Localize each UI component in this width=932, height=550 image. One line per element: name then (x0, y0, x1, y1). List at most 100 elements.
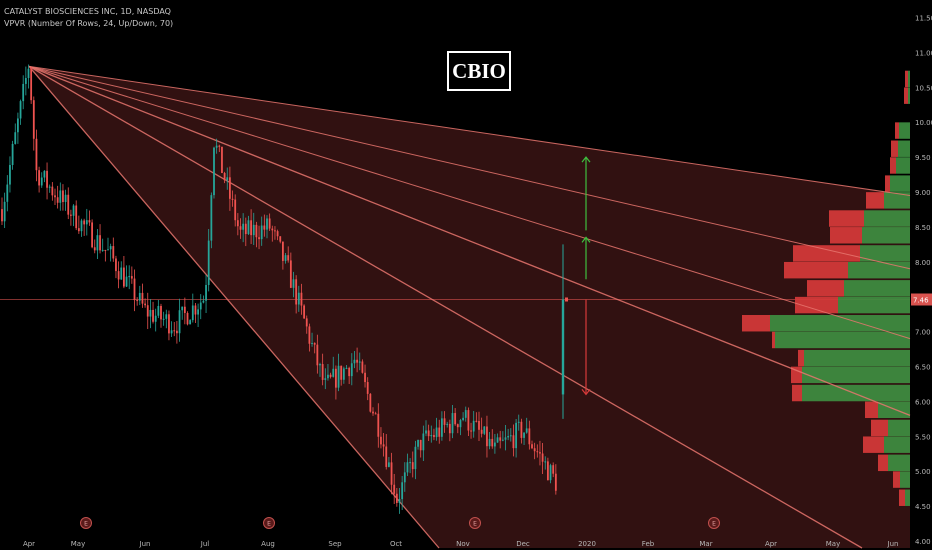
candle-body-53 (141, 292, 144, 304)
candle-body-176 (467, 410, 470, 431)
price-axis[interactable]: 4.004.505.005.506.006.507.007.508.008.50… (911, 14, 932, 546)
candle-body-195 (517, 421, 520, 423)
volume-profile-down-3 (863, 436, 884, 453)
fan-fill-layer (29, 66, 910, 549)
candle-body-77 (205, 284, 207, 301)
candle-body-157 (417, 439, 419, 447)
volume-profile-up-12 (844, 280, 910, 297)
candle-body-89 (236, 220, 239, 227)
y-tick-label-9: 8.50 (915, 224, 931, 232)
candle-body-143 (380, 436, 382, 445)
candle-body-68 (181, 306, 184, 311)
candle-body-8 (22, 83, 25, 102)
candle-body-201 (533, 448, 536, 452)
x-tick-label-13: May (826, 540, 840, 548)
candle-body-63 (168, 314, 170, 334)
candle-body-132 (350, 363, 353, 377)
volume-profile-up-3 (884, 436, 910, 453)
volume-profile-up-16 (864, 210, 910, 227)
candle-body-202 (536, 451, 539, 453)
y-tick-label-13: 10.50 (915, 84, 932, 92)
volume-profile-up-14 (860, 245, 910, 262)
candle-body-149 (395, 493, 398, 503)
candle-body-38 (101, 249, 104, 251)
candle-body-64 (170, 330, 173, 334)
candle-body-72 (191, 305, 194, 321)
earnings-marker-1 (80, 517, 92, 529)
candle-body-170 (451, 413, 454, 434)
volume-profile-up-15 (862, 227, 910, 244)
y-tick-label-11: 9.50 (915, 154, 931, 162)
x-tick-label-14: Jun (887, 540, 899, 548)
candle-body-2 (6, 184, 9, 202)
candle-body-124 (329, 374, 332, 377)
x-tick-label-9: 2020 (578, 540, 596, 548)
earnings-marker-label-3: E (473, 521, 477, 528)
candle-body-93 (247, 220, 250, 235)
earnings-marker-label-1: E (84, 521, 88, 528)
candle-body-137 (364, 372, 366, 383)
candle-body-97 (258, 237, 260, 240)
volume-profile-down-2 (878, 454, 888, 472)
candle-body-6 (17, 118, 19, 133)
volume-profile-up-8 (804, 349, 910, 367)
candle-body-119 (316, 344, 319, 366)
candle-body-59 (157, 305, 160, 316)
candle-body-155 (411, 462, 414, 470)
candle-body-191 (507, 436, 510, 438)
candle-body-160 (425, 430, 427, 434)
candle-body-103 (274, 230, 276, 232)
candle-body-30 (80, 220, 83, 232)
candle-body-75 (199, 302, 202, 310)
candle-body-55 (146, 305, 149, 317)
volume-profile-up-1 (900, 471, 910, 488)
candle-body-20 (54, 195, 56, 198)
candle-body-164 (435, 427, 438, 438)
time-axis[interactable]: Apr May Jun Jul Aug Sep Oct Nov Dec 2020 Feb Mar Apr… (23, 540, 899, 548)
candle-body-141 (374, 413, 377, 415)
x-tick-label-2: Jun (139, 540, 151, 548)
candle-body-193 (512, 435, 515, 449)
candle-body-81 (215, 145, 218, 148)
candle-body-47 (125, 276, 128, 287)
volume-profile-up-9 (775, 331, 910, 349)
candle-body-178 (472, 420, 475, 432)
volume-profile-down-1 (893, 471, 900, 488)
earnings-marker-2 (263, 517, 275, 529)
candle-body-86 (229, 177, 231, 199)
candle-body-87 (231, 198, 234, 200)
volume-profile-down-10 (742, 315, 770, 332)
candle-body-29 (77, 228, 80, 232)
candle-body-43 (115, 258, 117, 272)
candle-body-91 (242, 223, 245, 230)
candle-body-35 (93, 247, 96, 251)
candle-body-40 (107, 249, 109, 251)
volume-profile-up-13 (848, 261, 910, 279)
earnings-marker-4 (708, 517, 720, 529)
candle-body-197 (523, 432, 525, 438)
candle-body-13 (35, 138, 38, 171)
candle-body-16 (43, 170, 46, 178)
candle-body-156 (414, 446, 417, 470)
volume-profile-down-0 (899, 489, 905, 506)
candle-body-114 (303, 305, 305, 319)
candle-body-102 (271, 228, 274, 231)
candle-body-51 (136, 300, 139, 302)
candle-body-9 (24, 78, 27, 84)
candle-body-187 (496, 437, 499, 443)
volume-profile-down-20 (891, 140, 898, 157)
candle-body-116 (308, 326, 311, 344)
candle-body-203 (539, 452, 541, 454)
candle-body-181 (480, 429, 483, 434)
gann-fan (28, 65, 911, 549)
candle-body-10 (27, 68, 30, 79)
candle-body-168 (446, 423, 449, 425)
candle-body-96 (255, 224, 258, 238)
candle-body-186 (494, 442, 496, 447)
x-tick-label-0: Apr (23, 540, 35, 548)
y-tick-label-15: 11.50 (915, 14, 932, 22)
candle-body-78 (207, 240, 210, 285)
candle-body-200 (531, 444, 533, 449)
candle-body-84 (223, 172, 226, 181)
